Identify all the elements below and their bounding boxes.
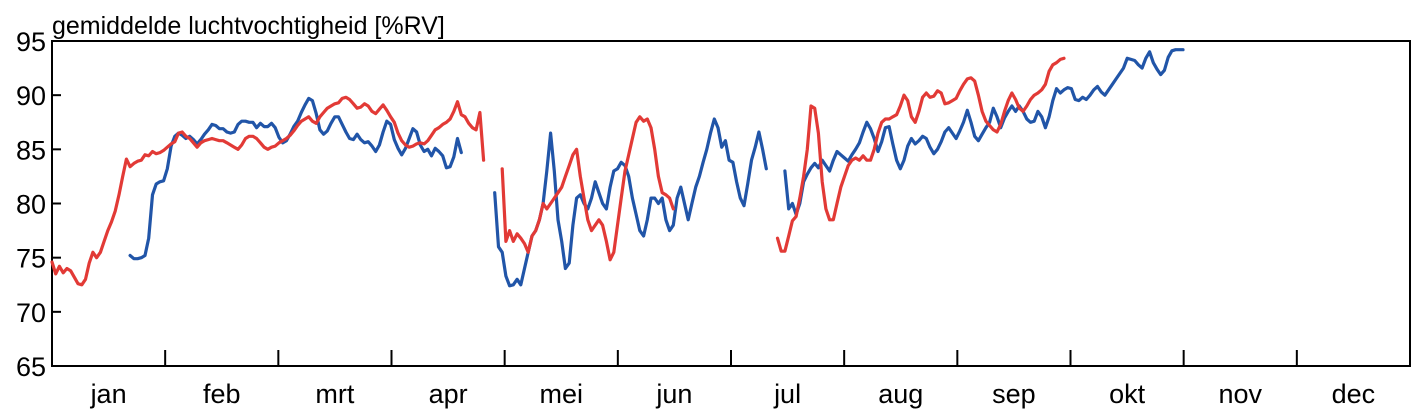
red-series-line <box>775 56 1066 253</box>
chart-title: gemiddelde luchtvochtigheid [%RV] <box>52 12 445 40</box>
plot-frame <box>51 40 1411 367</box>
red-series-line <box>500 115 675 262</box>
month-label-okt: okt <box>1109 379 1146 409</box>
series-layer <box>50 48 1185 288</box>
month-label-mrt: mrt <box>315 379 354 409</box>
y-axis: 65 70 75 80 85 90 95 <box>16 27 61 382</box>
month-label-nov: nov <box>1218 379 1262 409</box>
y-tick-label: 75 <box>16 244 46 274</box>
month-label-sep: sep <box>992 379 1036 409</box>
blue-series-line <box>783 48 1185 216</box>
x-axis: jan feb mrt apr mei jun jul aug sep okt nov dec <box>90 350 1376 409</box>
y-tick-label: 80 <box>16 190 46 220</box>
month-label-mei: mei <box>539 379 583 409</box>
y-tick-label: 95 <box>16 27 46 57</box>
y-tick-label: 65 <box>16 352 46 382</box>
red-series-line <box>50 95 486 287</box>
month-label-jun: jun <box>655 379 692 409</box>
month-label-jul: jul <box>773 379 801 409</box>
month-label-aug: aug <box>878 379 923 409</box>
month-label-apr: apr <box>429 379 468 409</box>
y-tick-label: 70 <box>16 298 46 328</box>
y-tick-label: 90 <box>16 81 46 111</box>
month-label-feb: feb <box>203 379 241 409</box>
month-label-jan: jan <box>90 379 127 409</box>
month-label-dec: dec <box>1332 379 1376 409</box>
blue-series-line <box>128 96 463 261</box>
y-tick-label: 85 <box>16 135 46 165</box>
